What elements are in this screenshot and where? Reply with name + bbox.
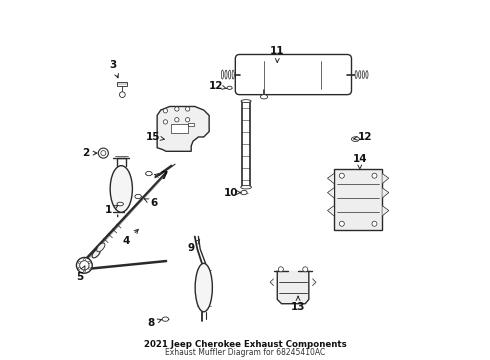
Circle shape — [163, 109, 168, 113]
Ellipse shape — [362, 71, 365, 78]
Ellipse shape — [241, 190, 247, 195]
Ellipse shape — [355, 71, 357, 78]
Circle shape — [339, 221, 344, 226]
Text: 1: 1 — [105, 206, 118, 216]
Polygon shape — [157, 107, 209, 151]
Bar — [334, 169, 382, 230]
Ellipse shape — [260, 95, 268, 99]
Circle shape — [120, 92, 125, 98]
Circle shape — [78, 267, 80, 269]
Ellipse shape — [359, 71, 361, 78]
FancyBboxPatch shape — [235, 54, 351, 95]
Text: 13: 13 — [291, 296, 305, 312]
Circle shape — [76, 257, 92, 273]
Ellipse shape — [241, 185, 251, 189]
Circle shape — [88, 267, 90, 269]
Circle shape — [101, 150, 106, 156]
Text: 14: 14 — [352, 154, 367, 170]
Bar — [172, 124, 188, 133]
Circle shape — [372, 221, 377, 226]
Polygon shape — [382, 174, 389, 184]
Text: 6: 6 — [145, 198, 157, 208]
Circle shape — [372, 173, 377, 178]
Circle shape — [303, 267, 308, 272]
Circle shape — [78, 261, 80, 264]
Ellipse shape — [241, 100, 251, 103]
Polygon shape — [277, 271, 309, 304]
Text: 7: 7 — [155, 171, 168, 181]
Text: 5: 5 — [75, 266, 85, 282]
Ellipse shape — [225, 70, 227, 79]
Text: 12: 12 — [354, 132, 372, 142]
Polygon shape — [327, 174, 334, 184]
Circle shape — [163, 120, 168, 124]
Polygon shape — [327, 188, 334, 198]
Ellipse shape — [366, 71, 368, 78]
Circle shape — [175, 107, 179, 111]
Circle shape — [278, 267, 283, 272]
Ellipse shape — [162, 317, 169, 321]
Text: 9: 9 — [188, 240, 199, 253]
Circle shape — [339, 173, 344, 178]
Polygon shape — [327, 206, 334, 216]
Text: 8: 8 — [147, 319, 162, 328]
Polygon shape — [382, 188, 389, 198]
Ellipse shape — [227, 86, 232, 89]
Text: Exhaust Muffler Diagram for 68245410AC: Exhaust Muffler Diagram for 68245410AC — [165, 348, 325, 357]
Ellipse shape — [92, 249, 100, 258]
Text: 12: 12 — [209, 81, 226, 91]
Ellipse shape — [97, 243, 105, 252]
Text: 11: 11 — [270, 46, 285, 62]
Circle shape — [175, 118, 179, 122]
Bar — [117, 82, 127, 86]
Ellipse shape — [221, 70, 223, 79]
Circle shape — [186, 118, 190, 122]
Text: 3: 3 — [109, 60, 119, 78]
Polygon shape — [270, 279, 274, 286]
Ellipse shape — [228, 70, 231, 79]
Circle shape — [186, 107, 190, 111]
Circle shape — [98, 148, 108, 158]
Ellipse shape — [117, 202, 123, 206]
Ellipse shape — [110, 166, 132, 212]
Text: 10: 10 — [223, 188, 241, 198]
Bar — [188, 123, 194, 126]
Polygon shape — [382, 206, 389, 216]
Ellipse shape — [146, 171, 152, 176]
Circle shape — [83, 270, 85, 272]
Circle shape — [80, 261, 89, 270]
Circle shape — [88, 261, 90, 264]
Ellipse shape — [195, 264, 212, 312]
Text: 2021 Jeep Cherokee Exhaust Components: 2021 Jeep Cherokee Exhaust Components — [144, 340, 346, 349]
Circle shape — [83, 258, 85, 261]
Text: 4: 4 — [123, 229, 138, 246]
Ellipse shape — [232, 70, 234, 79]
Text: 15: 15 — [147, 132, 164, 142]
Polygon shape — [313, 279, 316, 286]
Text: 2: 2 — [82, 148, 97, 158]
Ellipse shape — [135, 194, 141, 199]
Ellipse shape — [351, 137, 359, 141]
